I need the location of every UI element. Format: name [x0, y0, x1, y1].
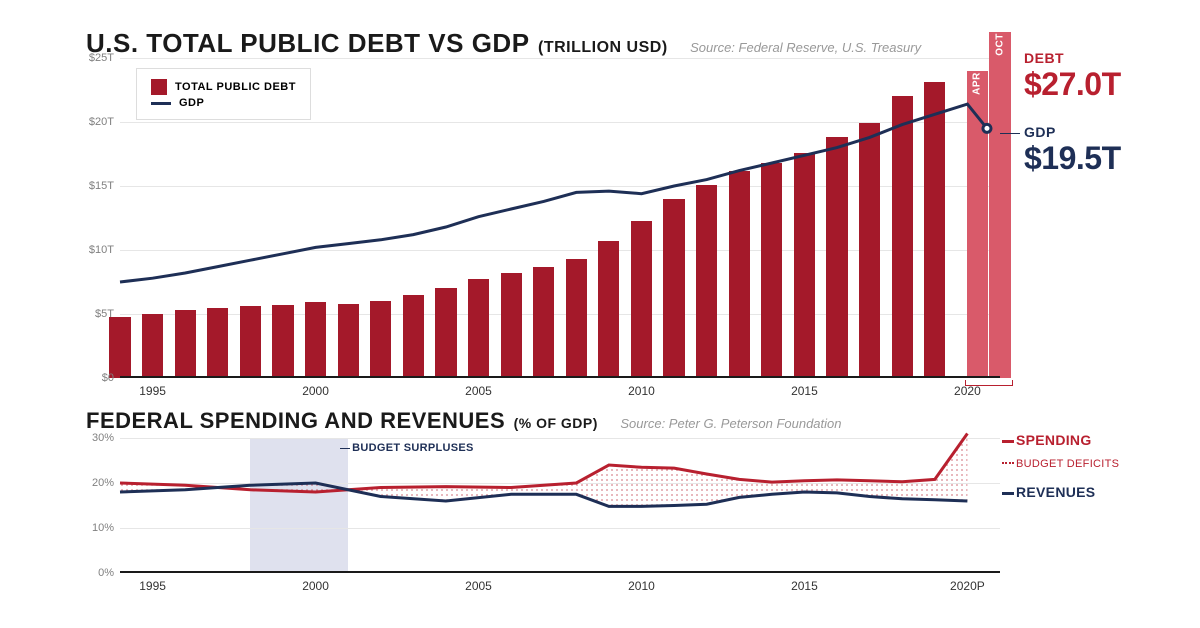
bottom-right-labels: SPENDING BUDGET DEFICITS REVENUES: [1016, 432, 1119, 500]
y-tick-label: $0: [102, 372, 114, 384]
bottom-chart-title-row: FEDERAL SPENDING AND REVENUES (% OF GDP)…: [86, 408, 842, 434]
gdp-line: [120, 104, 987, 282]
legend-swatch-line: [151, 102, 171, 105]
y-tick-label: 30%: [92, 432, 114, 444]
x-tick-label: 2010: [628, 579, 655, 593]
callout-debt-value: $27.0T: [1024, 66, 1121, 103]
callout-debt-label: DEBT: [1024, 50, 1121, 66]
bottom-chart-title: FEDERAL SPENDING AND REVENUES: [86, 408, 505, 433]
callout-gdp-value: $19.5T: [1024, 140, 1121, 177]
surplus-band-tick: [340, 448, 350, 449]
y-tick-label: $5T: [95, 308, 114, 320]
top-chart-plot-area: APROCT $0$5T$10T$15T$20T$25T 19952000200…: [120, 58, 1000, 378]
y-tick-label: $15T: [89, 180, 114, 192]
bottom-chart-plot-area: 0%10%20%30% 199520002005201020152020P BU…: [120, 438, 1000, 573]
callout-gdp: GDP $19.5T: [1024, 124, 1121, 177]
bar-month-label: OCT: [995, 34, 1006, 57]
x-tick-label: 2000: [302, 579, 329, 593]
top-chart-subtitle: (TRILLION USD): [538, 39, 668, 56]
legend-label-debt: TOTAL PUBLIC DEBT: [175, 81, 296, 93]
top-x-axis: [120, 376, 1000, 378]
bottom-chart-subtitle: (% OF GDP): [514, 415, 598, 431]
y-tick-label: 20%: [92, 477, 114, 489]
x-tick-label: 2005: [465, 579, 492, 593]
y-tick-label: $25T: [89, 52, 114, 64]
x-tick-label: 2020P: [950, 579, 985, 593]
bottom-chart-source: Source: Peter G. Peterson Foundation: [620, 416, 841, 431]
legend-label-gdp: GDP: [179, 97, 204, 109]
x-tick-label: 2010: [628, 384, 655, 398]
spending-label: SPENDING: [1016, 432, 1119, 448]
gdp-end-marker: [983, 124, 991, 132]
revenues-label: REVENUES: [1016, 484, 1119, 500]
top-chart-title-row: U.S. TOTAL PUBLIC DEBT VS GDP (TRILLION …: [86, 28, 921, 59]
callout-gdp-label: GDP: [1024, 124, 1121, 140]
deficit-label-swatch: [1002, 462, 1014, 464]
x-tick-label: 2015: [791, 579, 818, 593]
callout-debt: DEBT $27.0T: [1024, 50, 1121, 103]
x-tick-label: 2015: [791, 384, 818, 398]
x-tick-label: 2005: [465, 384, 492, 398]
bottom-x-axis: [120, 571, 1000, 573]
legend-row-gdp: GDP: [151, 97, 296, 109]
y-tick-label: $10T: [89, 244, 114, 256]
top-chart-title: U.S. TOTAL PUBLIC DEBT VS GDP: [86, 28, 530, 58]
x-tick-label: 2000: [302, 384, 329, 398]
top-legend: TOTAL PUBLIC DEBT GDP: [136, 68, 311, 120]
top-chart-source: Source: Federal Reserve, U.S. Treasury: [690, 40, 921, 55]
surplus-band-label: BUDGET SURPLUSES: [352, 442, 474, 454]
y-tick-label: 0%: [98, 567, 114, 579]
legend-swatch-bar: [151, 79, 167, 95]
deficit-label: BUDGET DEFICITS: [1016, 458, 1119, 470]
x-tick-label: 1995: [139, 384, 166, 398]
revenues-label-swatch: [1002, 492, 1014, 495]
y-tick-label: $20T: [89, 116, 114, 128]
x-tick-label: 2020: [954, 384, 981, 398]
gdp-callout-connector: [1000, 133, 1020, 134]
spending-label-swatch: [1002, 440, 1014, 443]
legend-row-debt: TOTAL PUBLIC DEBT: [151, 79, 296, 95]
x-tick-label: 1995: [139, 579, 166, 593]
y-tick-label: 10%: [92, 522, 114, 534]
